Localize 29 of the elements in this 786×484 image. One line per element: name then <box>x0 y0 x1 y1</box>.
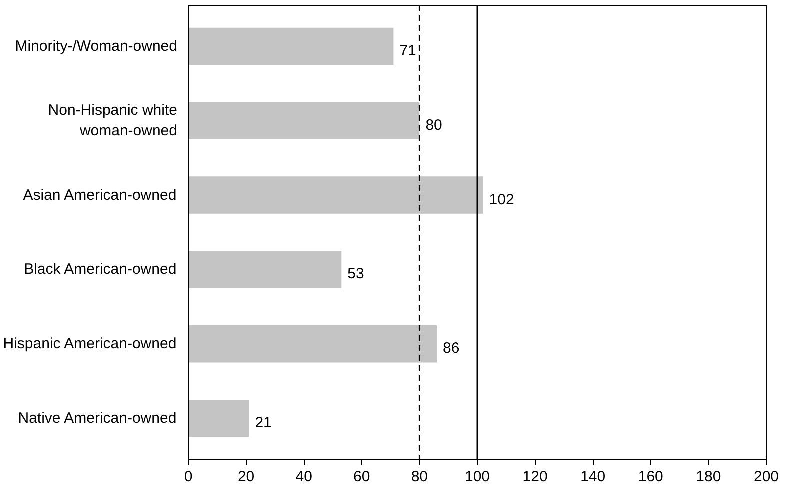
x-tick-label: 100 <box>464 468 490 484</box>
bar <box>188 102 420 140</box>
y-tick-label: Black American-owned <box>24 261 177 278</box>
bar <box>188 28 394 66</box>
y-tick-label: Hispanic American-owned <box>3 336 177 353</box>
y-tick-label: Non-Hispanic white woman-owned <box>48 102 178 140</box>
data-label: 53 <box>348 266 364 283</box>
data-label: 102 <box>489 191 514 208</box>
bar <box>188 326 438 363</box>
y-tick-label: Native American-owned <box>18 410 177 428</box>
data-label: 71 <box>400 42 416 60</box>
data-label: 21 <box>255 414 272 432</box>
x-tick-label: 80 <box>411 468 428 484</box>
data-label: 80 <box>426 116 442 134</box>
x-tick-label: 0 <box>184 468 193 484</box>
bar <box>188 176 484 214</box>
x-tick-label: 20 <box>238 468 255 484</box>
x-tick-label: 180 <box>696 468 722 484</box>
x-tick-label: 160 <box>638 468 664 484</box>
bar <box>188 400 250 438</box>
x-tick-label: 40 <box>296 468 312 484</box>
x-tick-label: 60 <box>354 468 370 484</box>
x-tick-label: 140 <box>580 468 606 484</box>
data-label: 86 <box>443 340 460 358</box>
y-tick-label: Asian American-owned <box>23 186 177 204</box>
y-tick-label: Minority-/Woman-owned <box>15 38 178 55</box>
x-tick-label: 200 <box>754 468 780 484</box>
x-tick-label: 120 <box>522 468 548 484</box>
bar <box>188 251 342 288</box>
